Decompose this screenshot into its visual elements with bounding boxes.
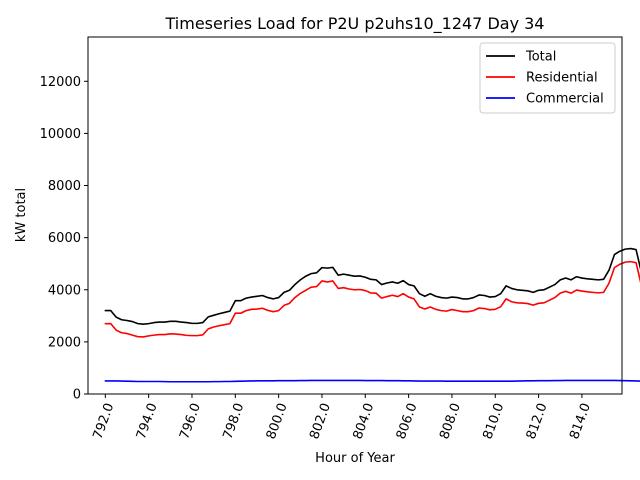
y-tick-label: 0 [73, 388, 81, 403]
y-axis-label: kW total [14, 188, 29, 242]
series-line-residential [104, 260, 640, 338]
legend-label-residential: Residential [526, 71, 598, 86]
y-axis-ticks: 0 2000 4000 6000 8000 10000 12000 [40, 75, 88, 403]
y-tick-label: 8000 [48, 179, 81, 194]
legend-label-total: Total [525, 50, 556, 65]
chart-title: Timeseries Load for P2U p2uhs10_1247 Day… [165, 14, 545, 34]
plot-frame [87, 36, 623, 395]
y-tick-label: 10000 [40, 127, 81, 142]
y-tick-label: 12000 [40, 75, 81, 90]
y-tick-label: 4000 [48, 283, 81, 298]
x-axis-label: Hour of Year [315, 451, 395, 466]
y-tick-label: 6000 [48, 231, 81, 246]
legend: Total Residential Commercial [479, 42, 616, 114]
series-line-total [104, 247, 640, 325]
legend-box [479, 42, 616, 114]
y-tick-label: 2000 [48, 335, 81, 350]
series-line-commercial [104, 379, 640, 383]
series-layer [104, 247, 640, 383]
legend-label-commercial: Commercial [526, 92, 604, 107]
